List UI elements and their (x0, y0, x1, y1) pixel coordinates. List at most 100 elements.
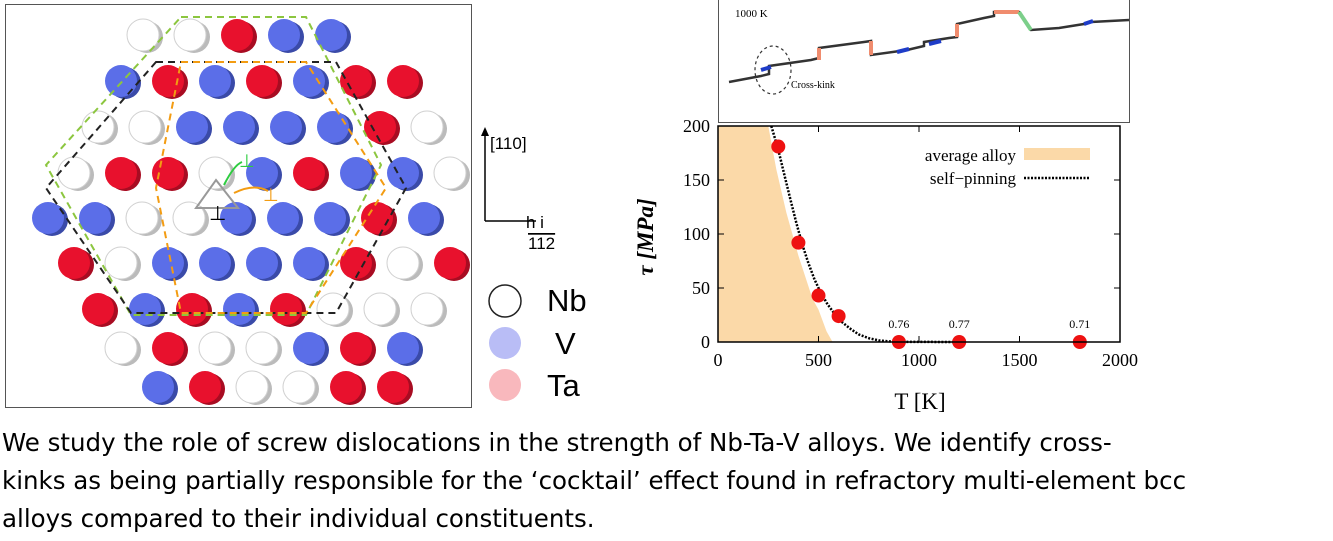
average-alloy-area (718, 126, 833, 342)
blue-kink-2 (896, 47, 910, 54)
dislocation-symbol-black: ⊥ (209, 203, 226, 225)
atom-column (433, 156, 470, 191)
data-point (811, 288, 826, 303)
atom-ta (105, 157, 137, 189)
y-tick-label: 50 (692, 278, 710, 298)
y-tick-label: 200 (683, 116, 710, 136)
atom-column (142, 371, 178, 405)
atom-column (268, 19, 304, 53)
atom-nb (104, 246, 138, 280)
legend-average-alloy-swatch (1024, 148, 1090, 160)
atom-column (293, 65, 329, 99)
x-tick-label: 1500 (1002, 350, 1038, 370)
axis-112-label-bottom: 112 (528, 234, 555, 253)
data-point (791, 235, 806, 250)
atom-v (270, 111, 302, 143)
atom-column (293, 247, 329, 281)
atom-v (199, 65, 231, 97)
atom-column (246, 247, 282, 281)
blue-kink-3 (928, 39, 942, 46)
atom-ta (82, 293, 114, 325)
atom-v (387, 157, 419, 189)
caption-line-1: We study the role of screw dislocations … (2, 428, 1112, 457)
atom-ta (58, 247, 90, 279)
atom-nb (104, 331, 138, 365)
axis-ticks: 0 500 1000 1500 2000 0 50 100 150 200 (683, 116, 1138, 370)
atom-column (152, 247, 188, 281)
atom-column (293, 332, 329, 366)
data-point (771, 139, 786, 154)
point-annotation: 0.71 (1069, 317, 1090, 331)
atom-column (315, 19, 351, 53)
atom-nb (410, 110, 444, 144)
atom-column (81, 110, 118, 145)
atom-v (199, 247, 231, 279)
atom-column (173, 18, 210, 53)
atom-column (152, 332, 188, 366)
point-annotations: 0.76 0.77 0.71 (888, 317, 1090, 331)
atom-column (125, 201, 162, 236)
atom-nb (198, 331, 232, 365)
blue-kink-4 (1083, 19, 1094, 26)
legend-item-nb: Nb (488, 283, 587, 318)
atom-ta (330, 371, 362, 403)
cross-kink-annotation: Cross-kink (791, 80, 835, 91)
crystal-axes-indicator: [110] h i 112 (478, 125, 588, 255)
atom-column (199, 65, 235, 99)
atom-ta (364, 111, 396, 143)
atom-v (105, 65, 137, 97)
md-snapshot-panel: 1000 K Cross-kink (718, 0, 1130, 123)
atom-nb (316, 292, 350, 326)
atom-ta (387, 65, 419, 97)
atom-column (282, 370, 319, 405)
atom-column (410, 292, 447, 327)
caption-line-2: kinks as being partially responsible for… (2, 466, 1187, 495)
atom-column (104, 331, 141, 366)
atom-ta (340, 65, 372, 97)
atom-column (152, 157, 188, 191)
atom-column (198, 331, 235, 366)
atom-column (386, 246, 423, 281)
atom-column (246, 65, 282, 99)
atom-column (410, 110, 447, 145)
atom-layer (32, 18, 470, 405)
atom-v (268, 19, 300, 51)
atom-v (223, 111, 255, 143)
axis-112-label-top: h i (526, 213, 544, 232)
atom-v (246, 247, 278, 279)
atom-column (176, 111, 212, 145)
y-tick-label: 150 (683, 170, 710, 190)
atom-column (434, 247, 470, 281)
atom-column (387, 332, 423, 366)
atom-ta (152, 332, 184, 364)
atom-column (340, 157, 376, 191)
atom-nb (128, 110, 162, 144)
atom-column (340, 332, 376, 366)
atom-nb (172, 201, 206, 235)
atom-column (270, 111, 306, 145)
cross-kink-circle (754, 45, 792, 95)
atom-v (220, 202, 252, 234)
atom-v (142, 371, 174, 403)
atom-column (104, 246, 141, 281)
x-tick-label: 500 (805, 350, 832, 370)
atom-nb (245, 331, 279, 365)
atom-v (79, 202, 111, 234)
atom-column (314, 202, 350, 236)
middle-hexagon (44, 61, 408, 314)
atom-ta (246, 65, 278, 97)
atom-nb (235, 370, 269, 404)
atom-column (32, 202, 68, 236)
caption-line-3: alloys compared to their individual cons… (2, 504, 595, 533)
atom-column (57, 156, 94, 191)
atom-v (152, 247, 184, 279)
atom-nb (173, 18, 207, 52)
atom-column (317, 111, 353, 145)
burgers-triangle (194, 178, 241, 209)
atom-v (387, 332, 419, 364)
inner-hexagon (154, 61, 388, 314)
dislocation-symbol-orange: ⊥ (263, 185, 279, 205)
atom-v (315, 19, 347, 51)
atom-v (223, 293, 255, 325)
dislocation-line (728, 10, 1130, 84)
